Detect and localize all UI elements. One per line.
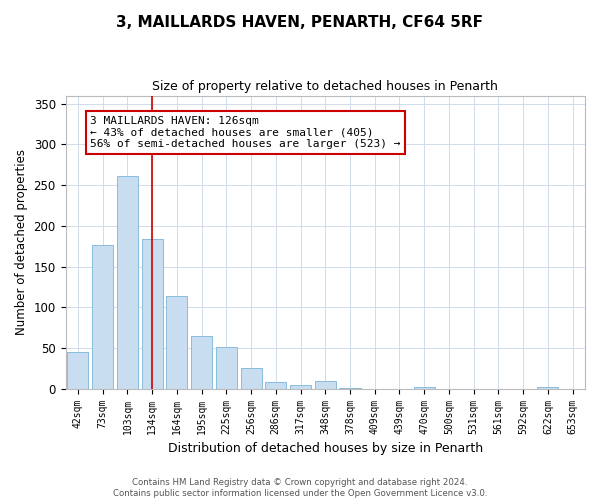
Bar — [241, 368, 262, 388]
X-axis label: Distribution of detached houses by size in Penarth: Distribution of detached houses by size … — [168, 442, 483, 455]
Bar — [142, 239, 163, 388]
Bar — [216, 347, 237, 389]
Bar — [117, 176, 138, 388]
Bar — [413, 387, 435, 388]
Title: Size of property relative to detached houses in Penarth: Size of property relative to detached ho… — [152, 80, 498, 93]
Bar — [92, 246, 113, 388]
Text: 3 MAILLARDS HAVEN: 126sqm
← 43% of detached houses are smaller (405)
56% of semi: 3 MAILLARDS HAVEN: 126sqm ← 43% of detac… — [90, 116, 401, 149]
Bar — [265, 382, 286, 388]
Bar — [191, 336, 212, 388]
Bar — [290, 384, 311, 388]
Bar — [315, 382, 336, 388]
Bar — [166, 296, 187, 388]
Bar — [538, 387, 559, 388]
Bar — [67, 352, 88, 389]
Text: 3, MAILLARDS HAVEN, PENARTH, CF64 5RF: 3, MAILLARDS HAVEN, PENARTH, CF64 5RF — [116, 15, 484, 30]
Y-axis label: Number of detached properties: Number of detached properties — [15, 149, 28, 335]
Text: Contains HM Land Registry data © Crown copyright and database right 2024.
Contai: Contains HM Land Registry data © Crown c… — [113, 478, 487, 498]
